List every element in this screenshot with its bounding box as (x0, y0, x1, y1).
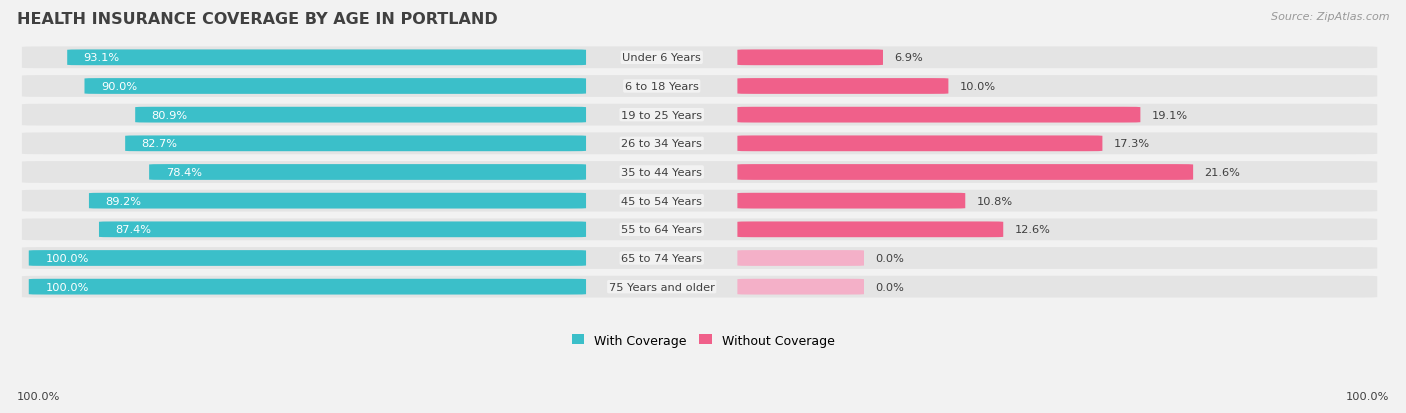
FancyBboxPatch shape (737, 279, 865, 295)
Text: 19 to 25 Years: 19 to 25 Years (621, 110, 702, 120)
Text: 100.0%: 100.0% (45, 254, 89, 263)
FancyBboxPatch shape (737, 165, 1194, 180)
FancyBboxPatch shape (28, 251, 586, 266)
Text: 19.1%: 19.1% (1152, 110, 1188, 120)
FancyBboxPatch shape (22, 190, 1378, 212)
Text: 21.6%: 21.6% (1204, 168, 1240, 178)
FancyBboxPatch shape (98, 222, 586, 237)
Text: 75 Years and older: 75 Years and older (609, 282, 714, 292)
FancyBboxPatch shape (22, 47, 1378, 69)
Text: 87.4%: 87.4% (115, 225, 152, 235)
FancyBboxPatch shape (737, 107, 1140, 123)
Text: 10.8%: 10.8% (976, 196, 1012, 206)
Text: 6 to 18 Years: 6 to 18 Years (624, 82, 699, 92)
Text: 100.0%: 100.0% (45, 282, 89, 292)
FancyBboxPatch shape (22, 276, 1378, 298)
FancyBboxPatch shape (67, 50, 586, 66)
Text: 26 to 34 Years: 26 to 34 Years (621, 139, 702, 149)
FancyBboxPatch shape (737, 222, 1004, 237)
Text: 90.0%: 90.0% (101, 82, 138, 92)
Legend: With Coverage, Without Coverage: With Coverage, Without Coverage (567, 329, 839, 351)
Text: 12.6%: 12.6% (1014, 225, 1050, 235)
FancyBboxPatch shape (737, 79, 949, 95)
Text: 65 to 74 Years: 65 to 74 Years (621, 254, 702, 263)
FancyBboxPatch shape (22, 219, 1378, 241)
Text: 100.0%: 100.0% (1346, 391, 1389, 401)
Text: 0.0%: 0.0% (875, 282, 904, 292)
FancyBboxPatch shape (84, 79, 586, 95)
Text: 80.9%: 80.9% (152, 110, 188, 120)
FancyBboxPatch shape (737, 251, 865, 266)
FancyBboxPatch shape (22, 76, 1378, 97)
FancyBboxPatch shape (737, 193, 966, 209)
Text: Source: ZipAtlas.com: Source: ZipAtlas.com (1271, 12, 1389, 22)
FancyBboxPatch shape (22, 104, 1378, 126)
FancyBboxPatch shape (125, 136, 586, 152)
Text: 0.0%: 0.0% (875, 254, 904, 263)
Text: 6.9%: 6.9% (894, 53, 922, 63)
Text: 10.0%: 10.0% (959, 82, 995, 92)
FancyBboxPatch shape (22, 162, 1378, 183)
Text: HEALTH INSURANCE COVERAGE BY AGE IN PORTLAND: HEALTH INSURANCE COVERAGE BY AGE IN PORT… (17, 12, 498, 27)
Text: 89.2%: 89.2% (105, 196, 142, 206)
Text: 45 to 54 Years: 45 to 54 Years (621, 196, 702, 206)
Text: 93.1%: 93.1% (84, 53, 120, 63)
Text: 17.3%: 17.3% (1114, 139, 1150, 149)
FancyBboxPatch shape (737, 136, 1102, 152)
FancyBboxPatch shape (28, 279, 586, 295)
Text: 78.4%: 78.4% (166, 168, 201, 178)
FancyBboxPatch shape (135, 107, 586, 123)
FancyBboxPatch shape (89, 193, 586, 209)
Text: 100.0%: 100.0% (17, 391, 60, 401)
FancyBboxPatch shape (22, 133, 1378, 155)
Text: 35 to 44 Years: 35 to 44 Years (621, 168, 702, 178)
FancyBboxPatch shape (737, 50, 883, 66)
Text: 82.7%: 82.7% (142, 139, 177, 149)
FancyBboxPatch shape (149, 165, 586, 180)
Text: Under 6 Years: Under 6 Years (623, 53, 702, 63)
Text: 55 to 64 Years: 55 to 64 Years (621, 225, 702, 235)
FancyBboxPatch shape (22, 247, 1378, 269)
